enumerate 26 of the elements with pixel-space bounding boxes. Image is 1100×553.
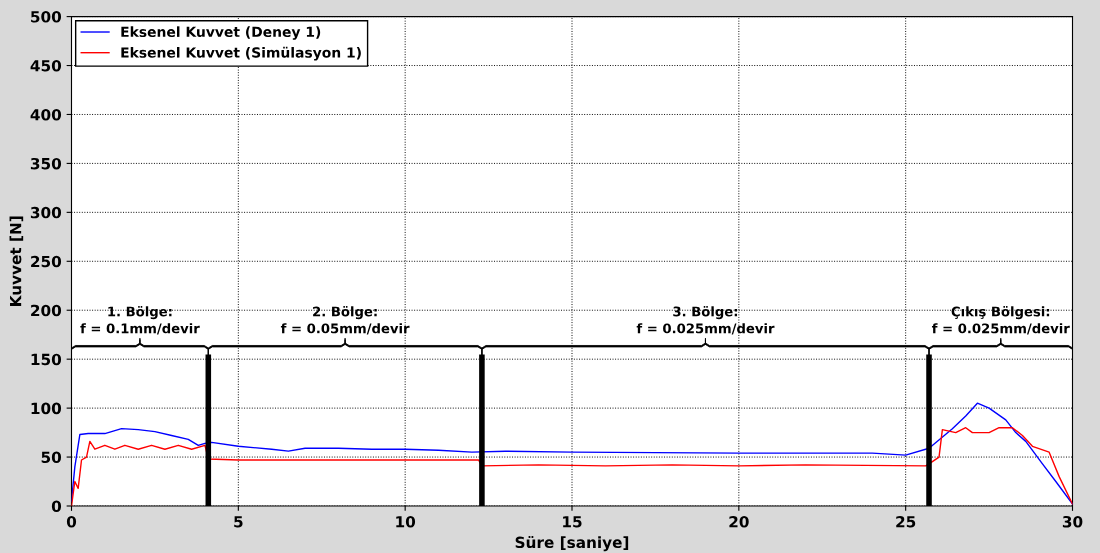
y-tick-label: 250 [31, 255, 62, 268]
y-tick-label: 0 [51, 500, 62, 513]
x-tick-label: 0 [66, 515, 77, 528]
annotation: Çıkış Bölgesi: f = 0.025mm/devir [931, 306, 1070, 335]
y-tick-label: 400 [30, 108, 62, 121]
y-tick-label: 50 [41, 451, 62, 464]
y-tick-label: 150 [31, 353, 62, 366]
annotation: 3. Bölge: f = 0.025mm/devir [636, 306, 775, 335]
y-tick-label: 200 [31, 304, 62, 317]
y-tick-label: 350 [30, 157, 62, 170]
y-axis-title: Kuvvet [N] [9, 216, 24, 306]
x-tick-label: 20 [729, 515, 749, 528]
x-tick-label: 5 [234, 516, 243, 528]
annotation: 2. Bölge: f = 0.05mm/devir [280, 306, 410, 335]
x-tick-label: 30 [1062, 515, 1083, 528]
x-axis-title: Süre [saniye] [515, 536, 629, 552]
legend-label: Eksenel Kuvvet (Simülasyon 1) [121, 46, 361, 61]
y-tick-label: 100 [31, 402, 62, 415]
x-tick-label: 10 [396, 515, 416, 528]
y-tick-label: 300 [30, 206, 62, 219]
annotation: 1. Bölge: f = 0.1mm/devir [80, 306, 200, 335]
x-tick-label: 15 [563, 516, 582, 528]
x-tick-label: 25 [896, 515, 916, 528]
legend-label: Eksenel Kuvvet (Deney 1) [121, 26, 321, 40]
y-tick-label: 450 [30, 60, 62, 72]
y-tick-label: 500 [31, 11, 62, 23]
